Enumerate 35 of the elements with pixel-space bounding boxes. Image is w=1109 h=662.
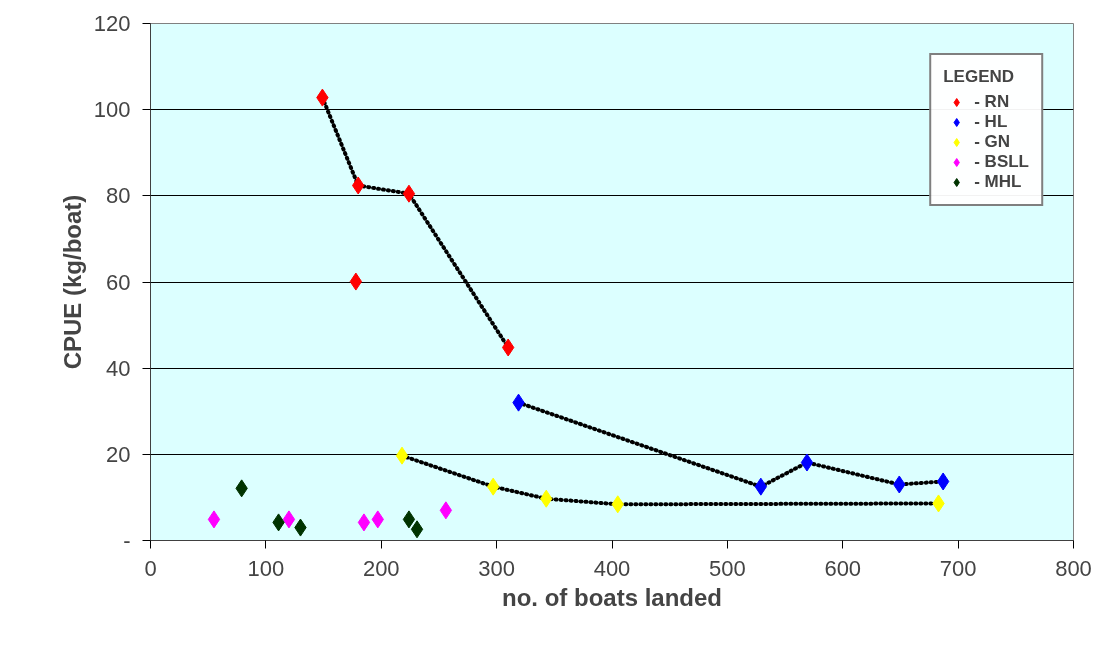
point	[402, 510, 416, 529]
y-tick-label: 20	[106, 441, 131, 467]
point	[357, 513, 371, 532]
legend-label: - MHL	[974, 172, 1022, 192]
x-tick-label: 200	[362, 555, 400, 581]
point	[395, 446, 409, 465]
y-tick-label: 40	[106, 355, 131, 381]
x-tick-label: 600	[824, 555, 862, 581]
point	[402, 184, 416, 203]
point	[207, 510, 221, 529]
legend-label: - GN	[974, 132, 1011, 152]
y-tick-label: 60	[106, 269, 131, 295]
x-tick-label: 300	[478, 555, 515, 581]
y-tick-label: -	[123, 528, 131, 553]
x-tick-label: 800	[1055, 555, 1092, 581]
point	[800, 453, 814, 472]
x-tick-label: 700	[939, 555, 977, 581]
legend-label: - HL	[974, 112, 1008, 132]
y-tick-label: 80	[106, 183, 131, 209]
x-axis-title: no. of boats landed	[502, 583, 722, 611]
x-tick-label: 0	[144, 555, 157, 581]
point	[439, 501, 453, 520]
legend-label: - RN	[974, 92, 1010, 112]
x-tick-label: 100	[247, 555, 285, 581]
y-axis-title: CPUE (kg/boat)	[58, 194, 86, 370]
legend-title: LEGEND	[943, 67, 1016, 87]
legend-label: - BSLL	[974, 152, 1029, 172]
point	[349, 272, 363, 291]
point	[282, 510, 296, 529]
x-tick-label: 400	[593, 555, 631, 581]
y-tick-label: 100	[93, 97, 131, 123]
x-tick-label: 500	[709, 555, 746, 581]
point	[936, 472, 950, 491]
y-tick-label: 120	[93, 11, 131, 36]
point	[410, 520, 424, 539]
